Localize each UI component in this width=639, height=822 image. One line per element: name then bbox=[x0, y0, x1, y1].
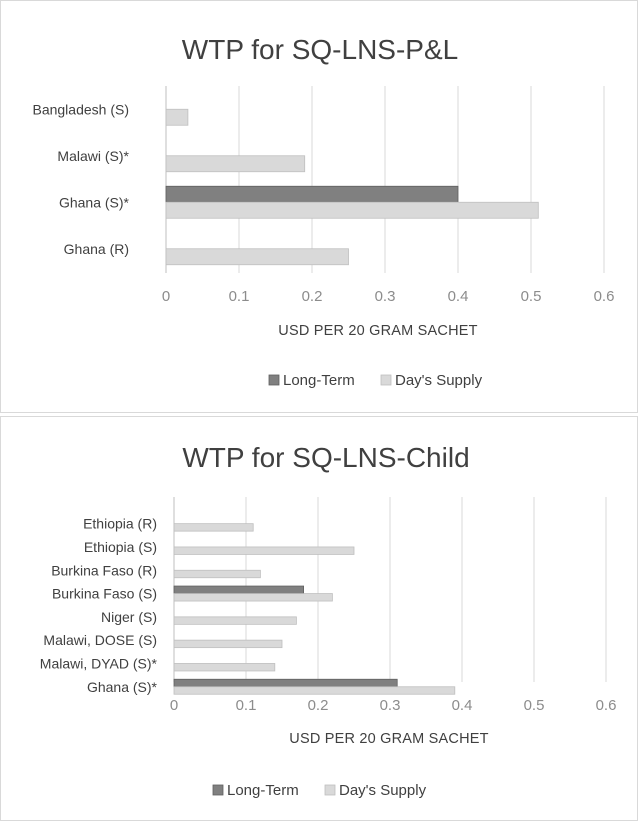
x-tick-label: 0.5 bbox=[524, 697, 545, 714]
category-label: Malawi, DOSE (S) bbox=[43, 632, 157, 648]
x-tick-label: 0 bbox=[170, 697, 178, 714]
category-label: Ghana (S)* bbox=[59, 194, 130, 210]
category-label: Ethiopia (S) bbox=[84, 539, 157, 555]
bar-long-term bbox=[173, 678, 398, 688]
x-tick-label: 0.2 bbox=[302, 288, 323, 305]
bar-days-supply bbox=[165, 248, 349, 266]
category-label: Bangladesh (S) bbox=[32, 101, 129, 117]
bar-days-supply bbox=[173, 616, 297, 625]
category-label: Malawi, DYAD (S)* bbox=[40, 655, 158, 671]
chart-panel-child: WTP for SQ-LNS-Child Ethiopia (R) Ethiopi… bbox=[0, 416, 638, 821]
bar-days-supply bbox=[173, 639, 283, 649]
category-label: Ghana (R) bbox=[64, 241, 129, 257]
chart-panel-pl: WTP for SQ-LNS-P&L Bangladesh (S) Malawi … bbox=[0, 0, 638, 413]
x-tick-label: 0.4 bbox=[452, 697, 473, 714]
x-tick-label: 0.3 bbox=[375, 288, 396, 305]
x-tick-label: 0.1 bbox=[229, 288, 250, 305]
legend-label: Long-Term bbox=[227, 782, 299, 799]
legend-label: Long-Term bbox=[283, 372, 355, 389]
bar-days-supply bbox=[165, 108, 189, 126]
legend-swatch bbox=[324, 784, 336, 796]
chart-title: WTP for SQ-LNS-P&L bbox=[182, 34, 458, 65]
x-axis-label: USD PER 20 GRAM SACHET bbox=[278, 323, 477, 339]
x-tick-label: 0.4 bbox=[448, 288, 469, 305]
x-tick-label: 0.3 bbox=[380, 697, 401, 714]
legend-swatch bbox=[380, 374, 392, 386]
x-axis-label: USD PER 20 GRAM SACHET bbox=[289, 731, 488, 747]
legend-swatch bbox=[268, 374, 280, 386]
category-label: Niger (S) bbox=[101, 609, 157, 625]
legend-label: Day's Supply bbox=[395, 372, 483, 389]
category-label: Burkina Faso (R) bbox=[51, 562, 157, 578]
x-tick-label: 0.6 bbox=[596, 697, 617, 714]
legend-label: Day's Supply bbox=[339, 782, 427, 799]
bar-days-supply bbox=[173, 593, 333, 602]
bar-days-supply bbox=[173, 569, 261, 579]
x-tick-label: 0 bbox=[162, 288, 170, 305]
x-tick-label: 0.6 bbox=[594, 288, 615, 305]
chart-pl: WTP for SQ-LNS-P&L Bangladesh (S) Malawi … bbox=[32, 34, 615, 389]
bar-days-supply bbox=[173, 663, 276, 672]
x-tick-label: 0.1 bbox=[236, 697, 257, 714]
x-tick-label: 0.2 bbox=[308, 697, 329, 714]
chart-child: WTP for SQ-LNS-Child Ethiopia (R) Ethiopi… bbox=[40, 442, 617, 799]
bar-days-supply bbox=[173, 686, 456, 695]
bar-long-term bbox=[165, 185, 459, 203]
bar-days-supply bbox=[173, 523, 254, 532]
bar-days-supply bbox=[173, 546, 355, 555]
chart-title: WTP for SQ-LNS-Child bbox=[182, 442, 469, 473]
category-label: Ethiopia (R) bbox=[83, 516, 157, 532]
legend-swatch bbox=[212, 784, 224, 796]
x-tick-label: 0.5 bbox=[521, 288, 542, 305]
bar-days-supply bbox=[165, 201, 539, 219]
bar-long-term bbox=[173, 585, 305, 594]
bar-days-supply bbox=[165, 155, 306, 173]
category-label: Malawi (S)* bbox=[57, 148, 129, 164]
category-label: Burkina Faso (S) bbox=[52, 586, 157, 602]
category-label: Ghana (S)* bbox=[87, 679, 158, 695]
